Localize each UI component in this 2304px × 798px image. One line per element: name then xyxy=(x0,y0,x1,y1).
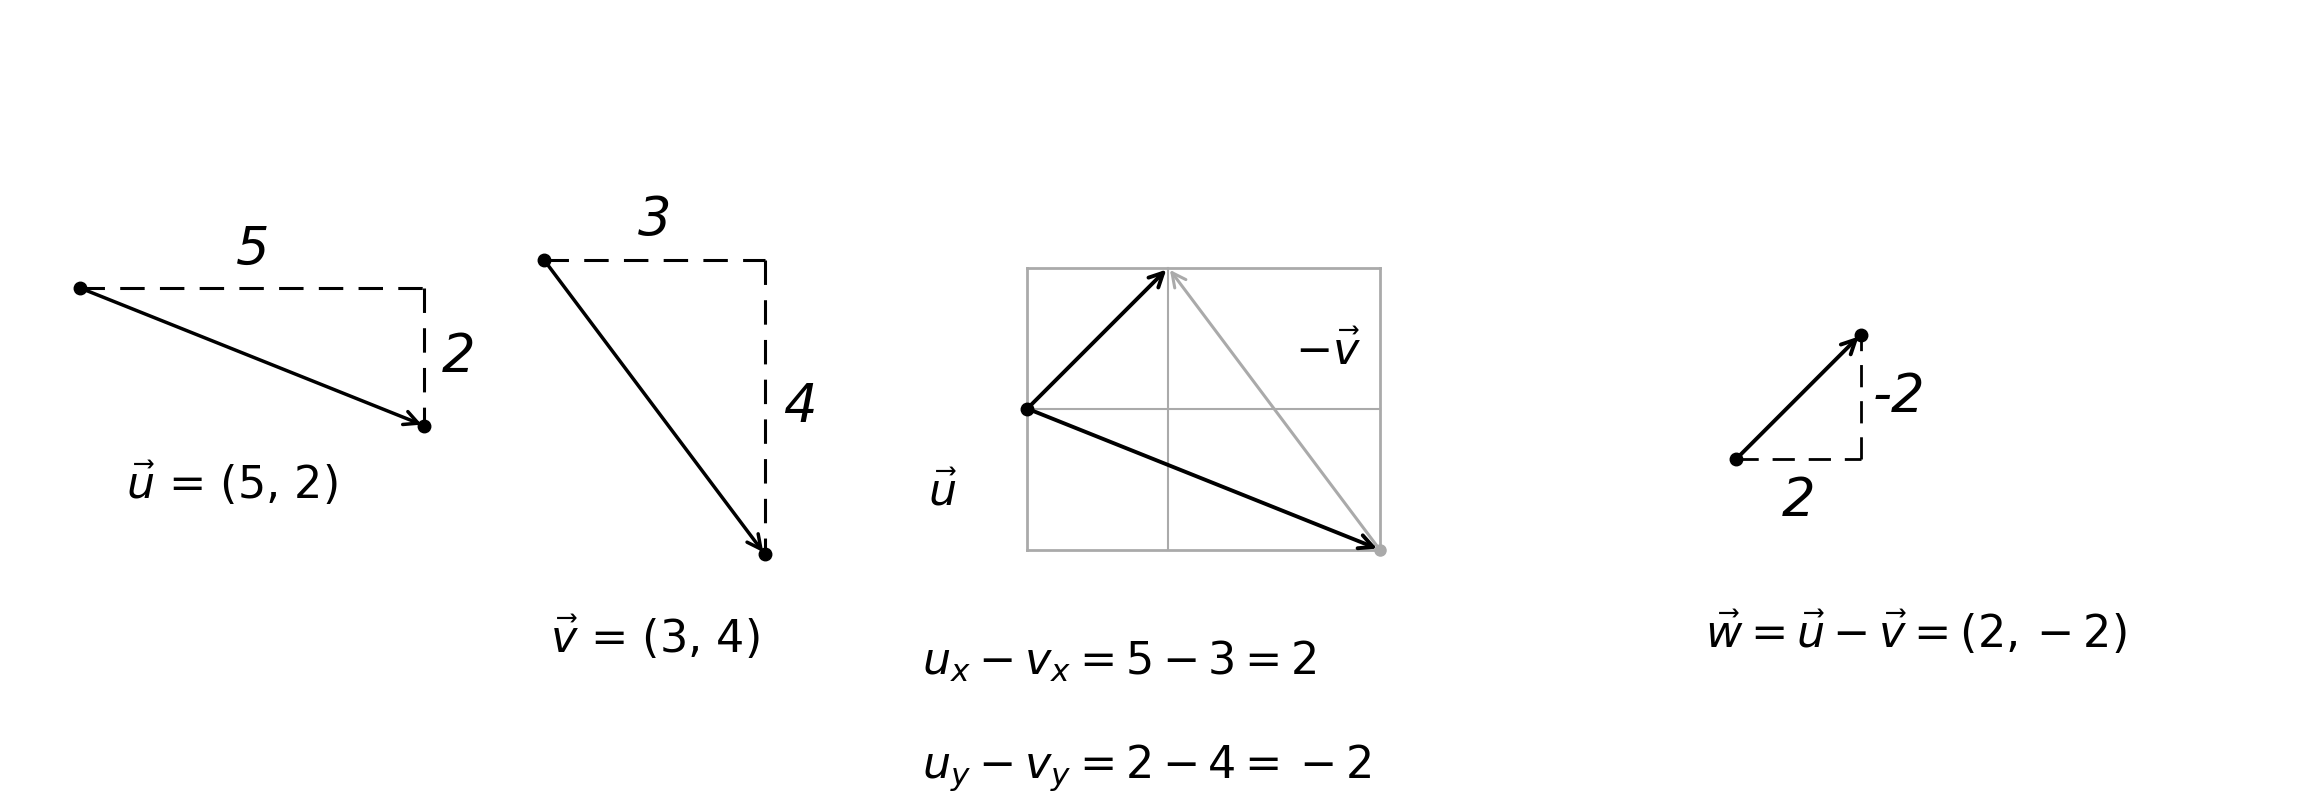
Text: $-\vec{v}$: $-\vec{v}$ xyxy=(1295,330,1362,373)
Text: $u_y - v_y = 2 - 4 = -2$: $u_y - v_y = 2 - 4 = -2$ xyxy=(922,742,1371,793)
Text: -2: -2 xyxy=(1873,371,1926,423)
Text: $\vec{u}$ = (5, 2): $\vec{u}$ = (5, 2) xyxy=(127,460,339,508)
Text: 2: 2 xyxy=(1781,475,1816,527)
Text: 2: 2 xyxy=(442,331,475,383)
Text: 4: 4 xyxy=(783,381,818,433)
Text: 3: 3 xyxy=(638,194,670,247)
Text: 5: 5 xyxy=(235,223,270,276)
Text: $\vec{w} = \vec{u} - \vec{v} = (2, -2)$: $\vec{w} = \vec{u} - \vec{v} = (2, -2)$ xyxy=(1705,609,2127,658)
Text: $\vec{u}$: $\vec{u}$ xyxy=(929,472,958,515)
Text: $\vec{v}$ = (3, 4): $\vec{v}$ = (3, 4) xyxy=(551,614,758,662)
Text: $u_x - v_x = 5 - 3 = 2$: $u_x - v_x = 5 - 3 = 2$ xyxy=(922,638,1316,684)
